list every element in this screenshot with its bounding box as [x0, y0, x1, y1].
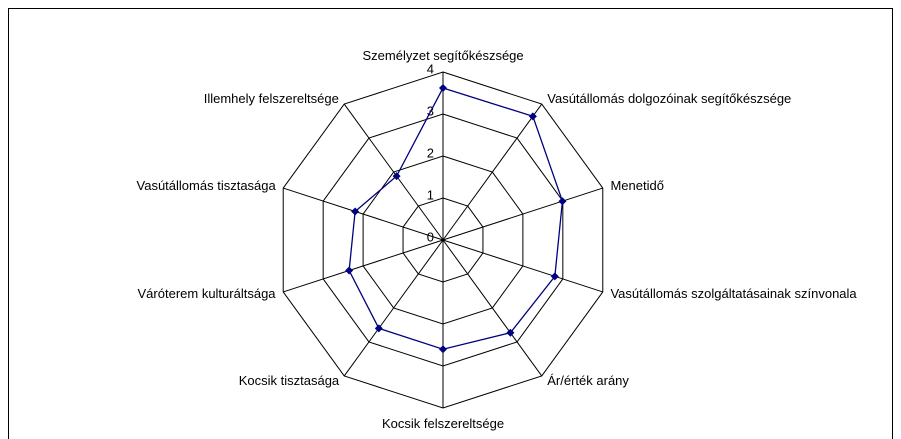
axis-spoke — [442, 103, 543, 241]
data-point — [351, 207, 360, 216]
category-label: Ár/érték arány — [547, 372, 629, 388]
data-point — [558, 197, 567, 206]
category-label: Illemhely felszereltsége — [203, 91, 339, 107]
category-label: Kocsik tisztasága — [238, 372, 340, 388]
category-label: Menetidő — [610, 178, 664, 194]
data-point — [439, 345, 447, 354]
data-point — [392, 172, 401, 181]
axis-spoke — [343, 239, 444, 377]
axis-spoke — [343, 103, 444, 241]
axis-spoke — [442, 187, 603, 241]
category-label: Személyzet segítőkészsége — [362, 48, 524, 63]
data-point — [374, 324, 383, 333]
category-label: Vasútállomás szolgáltatásainak színvonal… — [610, 285, 857, 301]
y-tick-label: 2 — [427, 145, 434, 160]
y-tick-label: 0 — [427, 229, 434, 244]
data-point — [345, 266, 354, 275]
y-tick-label: 1 — [427, 187, 434, 202]
axis-spoke — [442, 239, 603, 293]
axis-spoke — [283, 187, 444, 241]
data-point — [550, 272, 559, 281]
y-tick-label: 4 — [427, 61, 434, 76]
data-point — [506, 328, 515, 337]
axis-spoke — [442, 239, 543, 377]
data-point — [528, 112, 537, 121]
category-label: Kocsik felszereltsége — [382, 416, 505, 431]
chart-frame — [8, 8, 893, 439]
category-label: Váróterem kulturáltsága — [137, 285, 276, 301]
axis-spoke — [283, 239, 444, 293]
category-label: Vasútállomás tisztasága — [136, 178, 276, 194]
data-point — [439, 83, 447, 92]
category-label: Vasútállomás dolgozóinak segítőkészsége — [547, 91, 792, 107]
